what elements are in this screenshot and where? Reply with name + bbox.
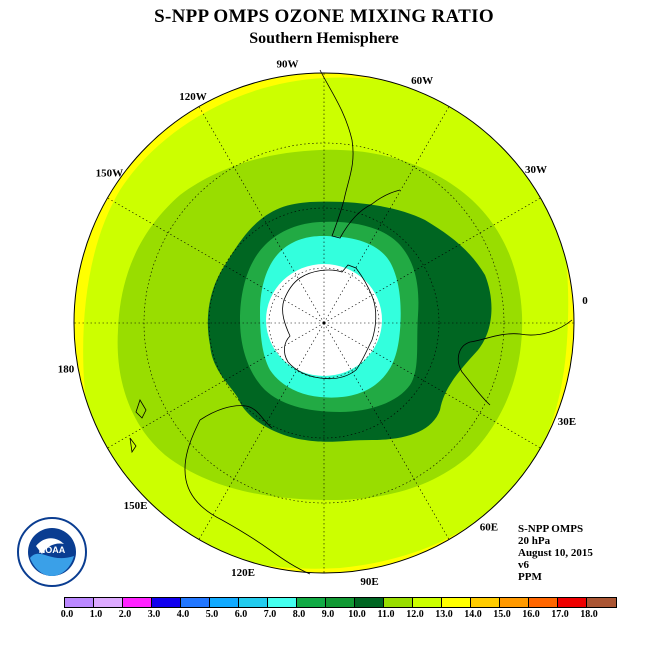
australia-outline	[184, 405, 311, 575]
colorbar-tick-label: 12.0	[406, 609, 424, 620]
colorbar-tick-label: 9.0	[321, 609, 335, 620]
colorbar-swatch	[181, 598, 210, 607]
meridian-line	[323, 322, 450, 540]
longitude-label: 0	[582, 295, 588, 307]
colorbar-swatch	[355, 598, 384, 607]
colorbar-swatch	[326, 598, 355, 607]
graticule	[74, 73, 574, 573]
page-subtitle: Southern Hemisphere	[249, 30, 399, 47]
meridian-line	[198, 322, 325, 540]
colorbar-tick-label: 8.0	[292, 609, 306, 620]
longitude-label: 120W	[179, 91, 207, 103]
longitude-label: 150W	[96, 168, 124, 180]
new-zealand-outline	[129, 399, 147, 454]
latitude-circle	[208, 207, 440, 439]
latitude-circle	[268, 267, 380, 379]
longitude-label: 30E	[558, 416, 576, 428]
colorbar-swatch	[529, 598, 558, 607]
info-level: 20 hPa	[518, 535, 551, 547]
colorbar-tick-label: 6.0	[234, 609, 248, 620]
meridian-line	[198, 106, 325, 324]
colorbar-tick-label: 2.0	[118, 609, 132, 620]
colorbar-tick-label: 13.0	[435, 609, 453, 620]
info-instrument: S-NPP OMPS	[518, 523, 584, 535]
colorbar-tick-label: 15.0	[493, 609, 511, 620]
longitude-label: 30W	[525, 164, 547, 176]
meridian-line	[107, 197, 325, 324]
africa-outline	[457, 319, 573, 406]
colorbar-ticks: 0.0 1.0 2.0 3.0 4.0 5.0 6.0 7.0 8.0 9.0 10.0 11.0 12…	[0, 609, 648, 623]
contour-lt-8	[266, 264, 382, 376]
longitude-label: 90E	[360, 576, 378, 588]
page-title: S-NPP OMPS OZONE MIXING RATIO	[154, 6, 494, 27]
colorbar-tick-label: 5.0	[205, 609, 219, 620]
colorbar-swatch	[268, 598, 297, 607]
colorbar-swatch	[297, 598, 326, 607]
colorbar-swatch	[384, 598, 413, 607]
colorbar-tick-label: 7.0	[263, 609, 277, 620]
colorbar-swatch	[471, 598, 500, 607]
longitude-label: 120E	[231, 567, 255, 579]
antarctica-outline	[282, 264, 377, 380]
colorbar-tick-label: 18.0	[580, 609, 598, 620]
colorbar-swatch	[558, 598, 587, 607]
longitude-label: 60W	[411, 75, 433, 87]
colorbar-tick-label: 16.0	[522, 609, 540, 620]
meridian-line	[323, 322, 541, 449]
south-america-outline	[319, 69, 401, 239]
colorbar-swatch	[123, 598, 152, 607]
longitude-label: 180	[58, 363, 75, 375]
colorbar-swatch	[94, 598, 123, 607]
colorbar-tick-label: 3.0	[147, 609, 161, 620]
colorbar-swatch	[442, 598, 471, 607]
colorbar-tick-label: 17.0	[551, 609, 569, 620]
noaa-logo-text: NOAA	[39, 545, 66, 555]
meridian-line	[323, 106, 450, 324]
longitude-labels: 90W 60W 30W 0 30E 60E 90E 120E 150E 180 150W 120W	[58, 59, 589, 588]
colorbar-swatch	[210, 598, 239, 607]
colorbar-swatch	[152, 598, 181, 607]
colorbar	[64, 597, 617, 608]
colorbar-swatch	[587, 598, 616, 607]
colorbar-tick-label: 11.0	[377, 609, 395, 620]
info-block: S-NPP OMPS 20 hPa August 10, 2015 v6 PPM	[518, 523, 593, 583]
info-version: v6	[518, 559, 529, 571]
colorbar-tick-label: 1.0	[89, 609, 103, 620]
colorbar-swatch	[500, 598, 529, 607]
meridian-line	[107, 322, 325, 449]
south-pole-marker	[322, 321, 326, 325]
colorbar-swatch	[239, 598, 268, 607]
noaa-logo: NOAA	[16, 516, 88, 588]
longitude-label: 60E	[480, 522, 498, 534]
globe-boundary	[73, 72, 575, 574]
latitude-circle	[143, 142, 505, 504]
colorbar-swatch	[413, 598, 442, 607]
colorbar-tick-label: 10.0	[348, 609, 366, 620]
info-units: PPM	[518, 571, 542, 583]
colorbar-tick-label: 4.0	[176, 609, 190, 620]
meridian-line	[323, 197, 541, 324]
info-date: August 10, 2015	[518, 547, 593, 559]
colorbar-swatch	[65, 598, 94, 607]
longitude-label: 90W	[277, 59, 299, 71]
colorbar-tick-label: 0.0	[60, 609, 74, 620]
colorbar-tick-label: 14.0	[464, 609, 482, 620]
longitude-label: 150E	[124, 500, 148, 512]
